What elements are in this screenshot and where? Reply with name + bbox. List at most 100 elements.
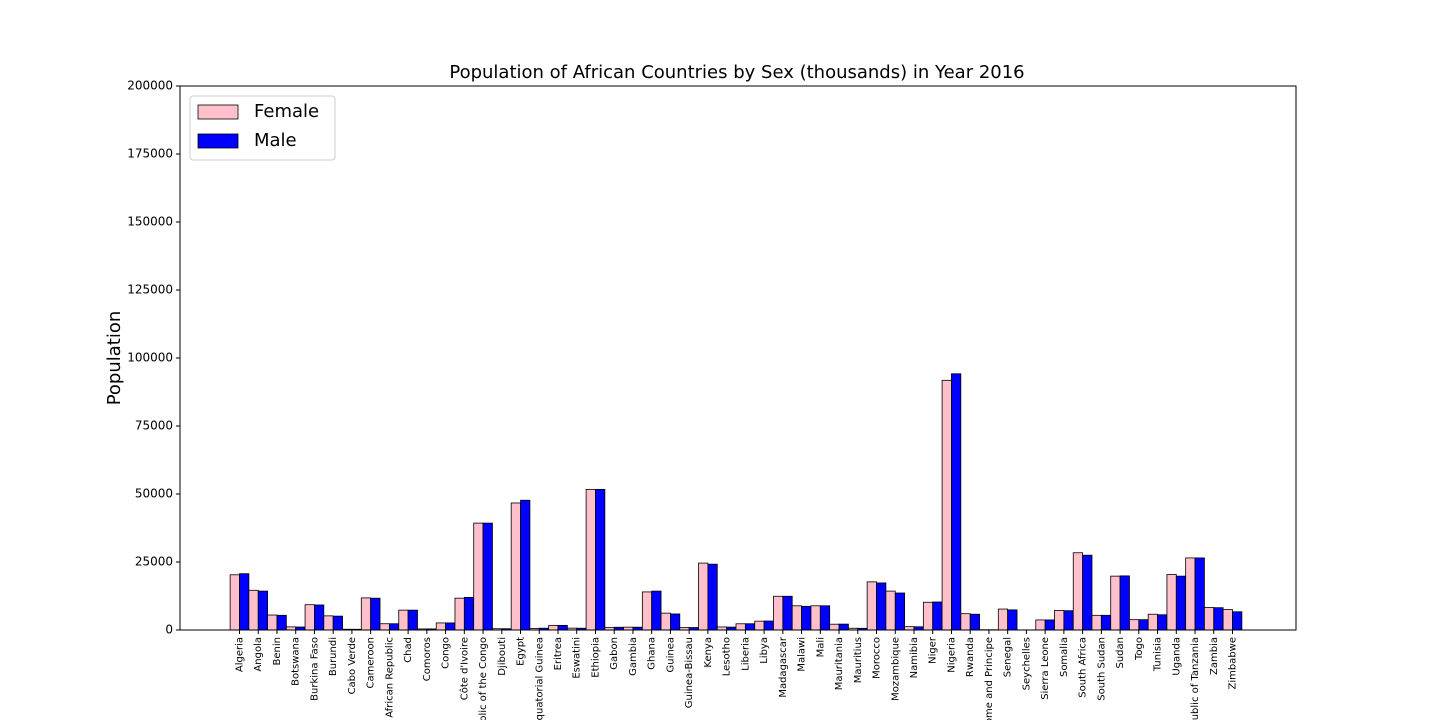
bar (876, 582, 887, 631)
x-tick-label: Botswana (291, 637, 302, 686)
bar (1157, 614, 1168, 631)
bar (454, 597, 465, 631)
bar (969, 613, 980, 631)
x-tick-label: Benin (272, 637, 283, 665)
legend-label: Male (254, 130, 297, 151)
bar (1035, 619, 1046, 631)
bar (510, 502, 521, 631)
y-tick-label: 75000 (135, 419, 173, 433)
x-tick-label: Mauritania (834, 637, 845, 690)
x-tick-label: Rwanda (965, 637, 976, 677)
bar (698, 562, 709, 631)
bar (1119, 575, 1130, 631)
bar (388, 623, 400, 631)
bar (314, 604, 325, 631)
bar (1185, 557, 1196, 631)
x-tick-label: Democratic Republic of the Congo (478, 637, 489, 720)
bar (435, 622, 446, 631)
x-tick-label: United Republic of Tanzania (1190, 637, 1201, 720)
bar (651, 590, 662, 631)
x-tick-label: Madagascar (778, 636, 789, 698)
x-tick-label: Seychelles (1021, 637, 1032, 690)
x-tick-label: Algeria (235, 637, 246, 672)
bar (304, 604, 315, 631)
bar (267, 614, 278, 631)
x-tick-label: Niger (928, 636, 939, 664)
bar (595, 488, 606, 631)
bar (960, 613, 971, 631)
x-tick-label: Côte d'Ivoire (458, 637, 470, 700)
y-tick-label: 200000 (127, 79, 173, 93)
x-tick-label: Malawi (797, 637, 808, 672)
x-tick-label: Guinea-Bissau (684, 637, 695, 708)
bar (1138, 619, 1149, 631)
bar (1203, 607, 1215, 631)
x-tick-label: Ghana (647, 637, 658, 670)
x-tick-label: Equatorial Guinea (534, 637, 545, 720)
bar (1044, 619, 1055, 631)
x-tick-label: Liberia (740, 637, 751, 671)
bar (445, 622, 456, 631)
bar (585, 488, 596, 631)
bar (1194, 557, 1205, 631)
x-tick-label: Ethiopia (590, 637, 601, 678)
y-tick-label: 100000 (127, 351, 173, 365)
bar (370, 597, 381, 631)
x-tick-label: Eritrea (553, 637, 564, 670)
bar (1147, 613, 1158, 631)
bar (904, 626, 915, 631)
bar (810, 605, 821, 631)
x-tick-label: South Sudan (1096, 637, 1107, 701)
bar (707, 563, 718, 631)
plot-frame (179, 85, 1297, 631)
x-tick-label: Lesotho (722, 637, 733, 676)
x-tick-label: Chad (403, 637, 414, 663)
x-tick-label: Cameroon (366, 637, 377, 688)
bar (482, 522, 493, 631)
bar (1129, 619, 1140, 631)
x-tick-label: Tunisia (1153, 637, 1164, 672)
bar (1091, 614, 1102, 631)
bar (941, 379, 952, 631)
x-tick-label: Egypt (516, 637, 527, 666)
bar (1072, 552, 1084, 631)
x-tick-label: Somalia (1059, 637, 1070, 677)
bar (1222, 609, 1233, 631)
bar (276, 614, 287, 631)
bar (360, 597, 372, 631)
bar (997, 608, 1009, 631)
x-tick-label: Eswatini (572, 637, 583, 679)
x-tick-label: Libya (759, 637, 770, 664)
x-tick-label: Mozambique (890, 637, 901, 701)
bar (1110, 575, 1121, 631)
x-tick-label: Zimbabwe (1228, 637, 1239, 690)
x-tick-label: Angola (253, 637, 264, 672)
bar (744, 623, 756, 631)
bar (801, 605, 812, 631)
y-tick-label: 50000 (135, 487, 173, 501)
bar (473, 522, 484, 631)
y-tick-label: 125000 (127, 283, 173, 297)
bar (1082, 554, 1093, 631)
bar (257, 590, 269, 631)
chart-title: Population of African Countries by Sex (… (449, 62, 1024, 83)
bar (829, 623, 840, 631)
bar (1232, 611, 1243, 631)
x-tick-label: Senegal (1003, 637, 1014, 677)
legend-swatch (197, 104, 239, 120)
x-tick-label: Gambia (628, 637, 639, 676)
x-tick-label: Mali (815, 637, 826, 657)
x-tick-label: Kenya (703, 637, 714, 668)
legend-label: Female (254, 101, 319, 122)
x-tick-label: Burkina Faso (309, 637, 320, 701)
bar (1063, 610, 1074, 631)
y-tick-label: 150000 (127, 215, 173, 229)
y-tick-label: 175000 (127, 147, 173, 161)
x-tick-label: Mauritius (853, 637, 864, 683)
bar (1007, 609, 1018, 631)
bar (660, 612, 671, 631)
bar (670, 613, 681, 631)
bar (735, 623, 746, 631)
bar (379, 623, 390, 631)
x-tick-label: Cabo Verde (347, 637, 358, 694)
